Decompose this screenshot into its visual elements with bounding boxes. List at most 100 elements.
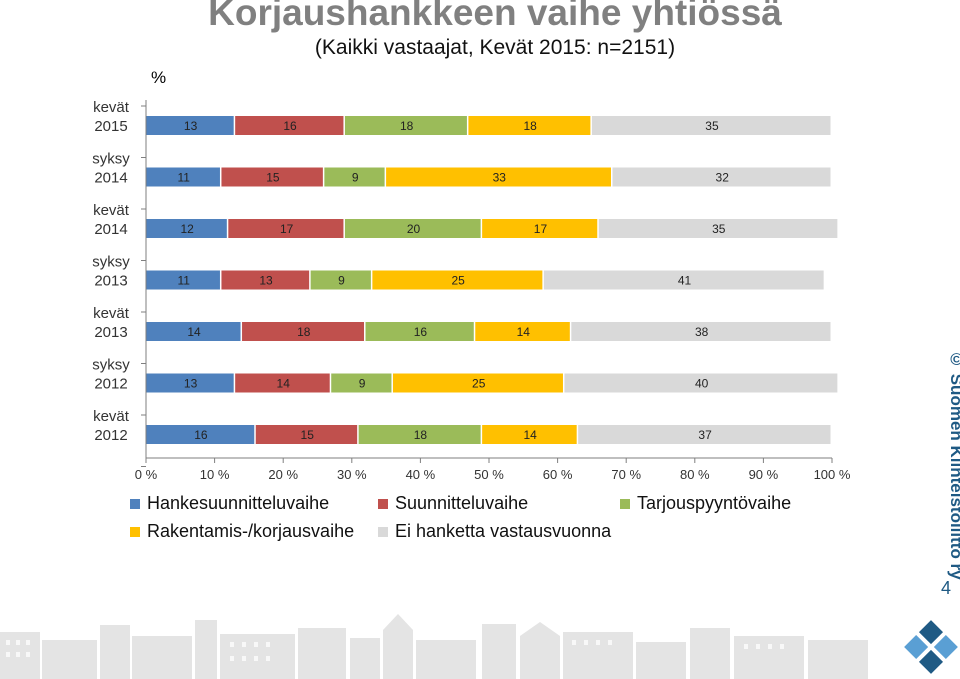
bar-segment — [543, 270, 824, 290]
bar-segment — [372, 270, 543, 290]
chart-subtitle: (Kaikki vastaajat, Kevät 2015: n=2151) — [314, 36, 676, 59]
stacked-bar-chart: 13 16 18 18 35 11 15 9 33 32 12 17 20 17 35 11 13 9 25 41 14… — [92, 99, 851, 482]
bar-segment — [365, 322, 474, 341]
bar-segment — [146, 219, 227, 238]
data-label: 25 — [472, 377, 486, 391]
data-label: 11 — [177, 171, 190, 185]
bar-segment — [146, 322, 241, 341]
data-label: 18 — [297, 325, 311, 339]
data-label: 12 — [180, 222, 194, 236]
data-label: 35 — [705, 119, 719, 133]
data-label: 14 — [517, 325, 531, 339]
legend-item: Tarjouspyyntövaihe — [620, 493, 791, 514]
data-label: 18 — [523, 119, 537, 133]
bar-segment — [344, 116, 467, 135]
legend-label: Rakentamis-/korjausvaihe — [147, 521, 355, 541]
data-label: 9 — [352, 171, 359, 185]
data-label: 15 — [301, 428, 315, 442]
bar-segment — [358, 425, 481, 444]
x-tick-label: 20 % — [268, 467, 298, 482]
unit-label: % — [151, 68, 167, 87]
copyright-note: © Suomen Kiinteistöliitto ry — [947, 350, 960, 580]
bar-segment — [468, 116, 591, 135]
city-skyline-image — [0, 614, 868, 679]
bar-segment — [598, 219, 838, 238]
bar-segment — [482, 219, 598, 238]
data-label: 13 — [184, 119, 198, 133]
chart-title: Korjaushankkeen vaihe yhtiössä — [208, 0, 782, 33]
x-axis: 0 % 10 % 20 % 30 % 40 % 50 % 60 % 70 % 80 % 90 % 1… — [135, 100, 851, 482]
bar-segment — [221, 270, 310, 290]
data-label: 13 — [184, 377, 198, 391]
data-label: 15 — [266, 171, 280, 185]
bar-segment — [235, 116, 344, 135]
bar-segment — [612, 167, 831, 187]
category-label: kevät 2013 — [93, 305, 130, 341]
legend-item: Suunnitteluvaihe — [378, 493, 528, 514]
legend-label: Suunnitteluvaihe — [395, 493, 529, 513]
bar-segment — [310, 270, 371, 290]
data-label: 37 — [698, 428, 712, 442]
category-label: syksy 2013 — [92, 254, 130, 290]
data-label: 35 — [712, 222, 726, 236]
data-label: 40 — [695, 377, 709, 391]
data-label: 20 — [407, 222, 421, 236]
data-label: 32 — [716, 171, 730, 185]
bar-segment — [146, 167, 220, 187]
data-label: 9 — [359, 377, 366, 391]
category-label: syksy 2014 — [92, 151, 130, 187]
row-labels-group: kevät 2015 syksy 2014 kevät 2014 syksy 2013 kevä… — [92, 99, 130, 444]
data-label: 14 — [523, 428, 537, 442]
legend-swatch — [378, 526, 388, 537]
data-label: 33 — [493, 171, 507, 185]
data-label: 18 — [414, 428, 428, 442]
data-label: 17 — [280, 222, 294, 236]
x-tick-label: 40 % — [406, 467, 436, 482]
bar-segment — [242, 322, 365, 341]
data-label: 41 — [678, 274, 692, 288]
bar-segment — [228, 219, 344, 238]
legend-swatch — [130, 526, 140, 537]
data-label: 18 — [400, 119, 414, 133]
kiinteistoliitto-logo — [904, 620, 958, 674]
bar-segment — [324, 167, 385, 187]
bar-segment — [235, 373, 330, 393]
x-tick-label: 50 % — [474, 467, 504, 482]
data-label: 16 — [194, 428, 208, 442]
x-tick-label: 90 % — [749, 467, 779, 482]
data-label: 17 — [534, 222, 548, 236]
bar-segment — [344, 219, 481, 238]
x-tick-label: 30 % — [337, 467, 367, 482]
legend-label: Tarjouspyyntövaihe — [637, 493, 792, 513]
data-label: 14 — [187, 325, 201, 339]
data-label: 13 — [259, 274, 273, 288]
bar-segment — [578, 425, 831, 444]
x-tick-label: 80 % — [680, 467, 710, 482]
bar-segment — [221, 167, 323, 187]
category-label: kevät 2012 — [93, 408, 130, 444]
bar-segment — [475, 322, 570, 341]
bar-segment — [146, 270, 220, 290]
category-label: kevät 2014 — [93, 202, 130, 238]
data-label: 9 — [338, 274, 345, 288]
legend-swatch — [130, 498, 140, 509]
x-tick-label: 70 % — [611, 467, 641, 482]
bar-segment — [482, 425, 577, 444]
data-label: 16 — [414, 325, 428, 339]
legend-item: Rakentamis-/korjausvaihe — [130, 521, 354, 542]
category-label: syksy 2012 — [92, 357, 130, 393]
legend-swatch — [620, 498, 630, 509]
bar-segment — [146, 373, 234, 393]
data-label: 14 — [277, 377, 291, 391]
bar-segment — [591, 116, 831, 135]
bars-group: 13 16 18 18 35 11 15 9 33 32 12 17 20 17 35 11 13 9 25 41 14… — [146, 116, 838, 444]
bar-segment — [564, 373, 838, 393]
data-label: 25 — [451, 274, 465, 288]
bar-segment — [331, 373, 392, 393]
legend-item: Hankesuunnitteluvaihe — [130, 493, 329, 514]
data-label: 11 — [177, 274, 190, 288]
bar-segment — [571, 322, 831, 341]
data-label: 16 — [283, 119, 297, 133]
x-tick-label: 10 % — [200, 467, 230, 482]
legend-item: Ei hanketta vastausvuonna — [378, 521, 611, 542]
